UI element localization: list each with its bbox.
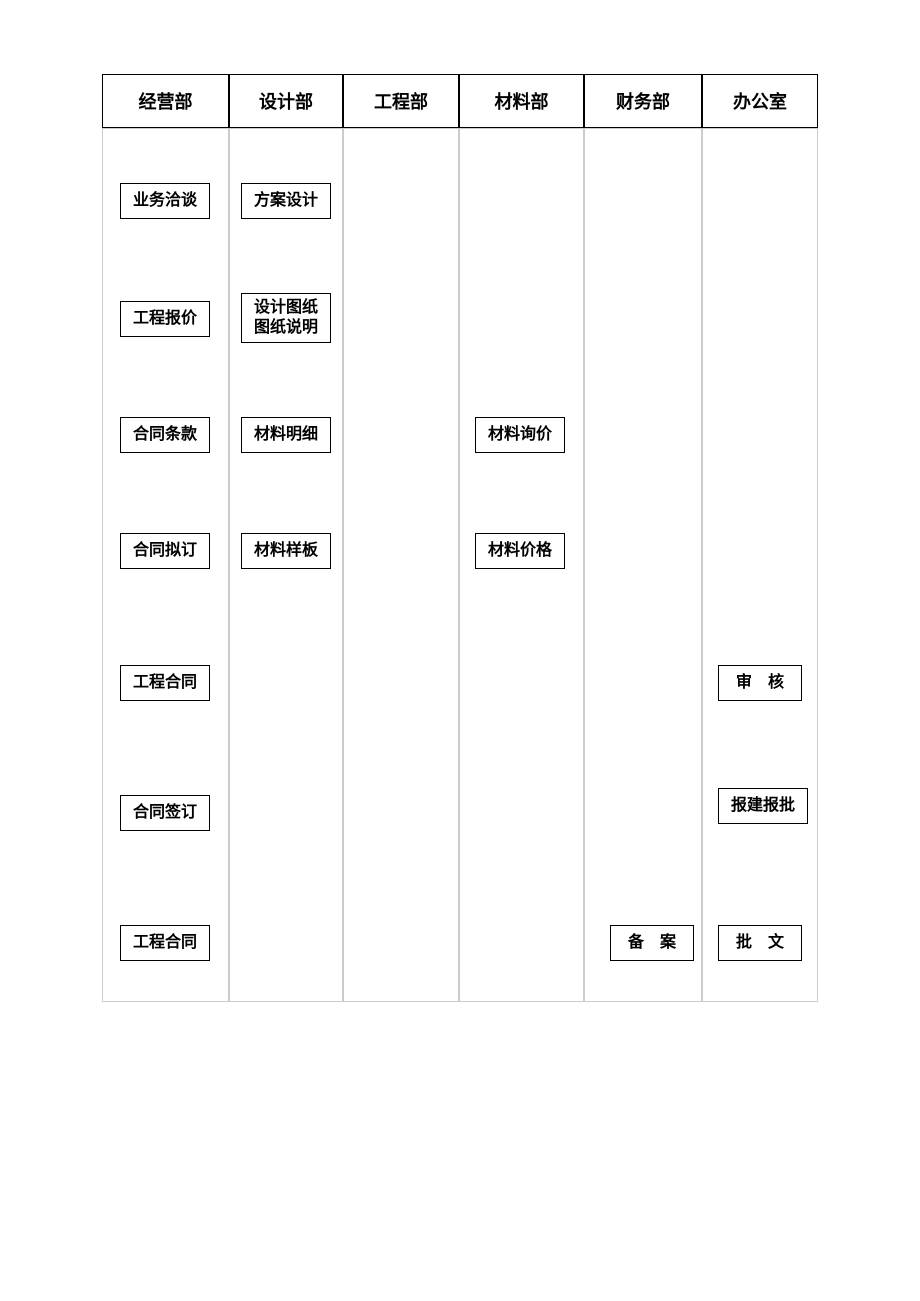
- column-header: 工程部: [343, 74, 459, 128]
- column-header-label: 材料部: [495, 88, 549, 114]
- column-header: 办公室: [702, 74, 818, 128]
- flow-node-ba: 备 案: [610, 925, 694, 961]
- flow-node-qd: 合同签订: [120, 795, 210, 831]
- flow-node-label: 合同条款: [133, 425, 197, 445]
- column-header-label: 工程部: [374, 88, 428, 114]
- flow-node-ht1: 工程合同: [120, 665, 210, 701]
- column-body: [584, 128, 702, 1002]
- flow-node-label: 业务洽谈: [133, 191, 197, 211]
- flow-node-tk: 合同条款: [120, 417, 210, 453]
- flow-node-nd: 合同拟订: [120, 533, 210, 569]
- flow-node-mx: 材料明细: [241, 417, 331, 453]
- flow-node-label: 备 案: [628, 933, 676, 953]
- column-header-label: 财务部: [616, 88, 670, 114]
- flow-node-sh: 审 核: [718, 665, 802, 701]
- column-body: [702, 128, 818, 1002]
- column-body: [343, 128, 459, 1002]
- flow-node-label: 工程合同: [133, 933, 197, 953]
- flow-node-label: 报建报批: [731, 796, 795, 816]
- flow-node-yb: 材料样板: [241, 533, 331, 569]
- flow-node-pw: 批 文: [718, 925, 802, 961]
- column-header: 设计部: [229, 74, 343, 128]
- flow-node-xj: 材料询价: [475, 417, 565, 453]
- column-header: 财务部: [584, 74, 702, 128]
- flow-node-ht2: 工程合同: [120, 925, 210, 961]
- flow-node-label: 材料明细: [254, 425, 318, 445]
- flow-node-label: 合同拟订: [133, 541, 197, 561]
- flow-node-jg: 材料价格: [475, 533, 565, 569]
- column-header-label: 经营部: [139, 88, 193, 114]
- column-header-label: 办公室: [733, 88, 787, 114]
- flow-node-bp: 报建报批: [718, 788, 808, 824]
- flow-node-label: 审 核: [736, 673, 784, 693]
- column-header: 经营部: [102, 74, 229, 128]
- flow-node-label: 工程合同: [133, 673, 197, 693]
- flow-node-label: 工程报价: [133, 309, 197, 329]
- flowchart-page: 经营部设计部工程部材料部财务部办公室业务洽谈工程报价合同条款合同拟订工程合同合同…: [0, 0, 920, 1301]
- flow-node-label: 材料价格: [488, 541, 552, 561]
- flow-node-yw: 业务洽谈: [120, 183, 210, 219]
- flow-node-bj: 工程报价: [120, 301, 210, 337]
- flow-node-label: 批 文: [736, 933, 784, 953]
- flow-node-label: 设计图纸 图纸说明: [254, 298, 318, 338]
- flow-node-label: 合同签订: [133, 803, 197, 823]
- flow-node-fa: 方案设计: [241, 183, 331, 219]
- column-header-label: 设计部: [259, 88, 313, 114]
- flow-node-label: 方案设计: [254, 191, 318, 211]
- flow-node-label: 材料样板: [254, 541, 318, 561]
- flow-node-tz: 设计图纸 图纸说明: [241, 293, 331, 343]
- column-header: 材料部: [459, 74, 584, 128]
- flow-node-label: 材料询价: [488, 425, 552, 445]
